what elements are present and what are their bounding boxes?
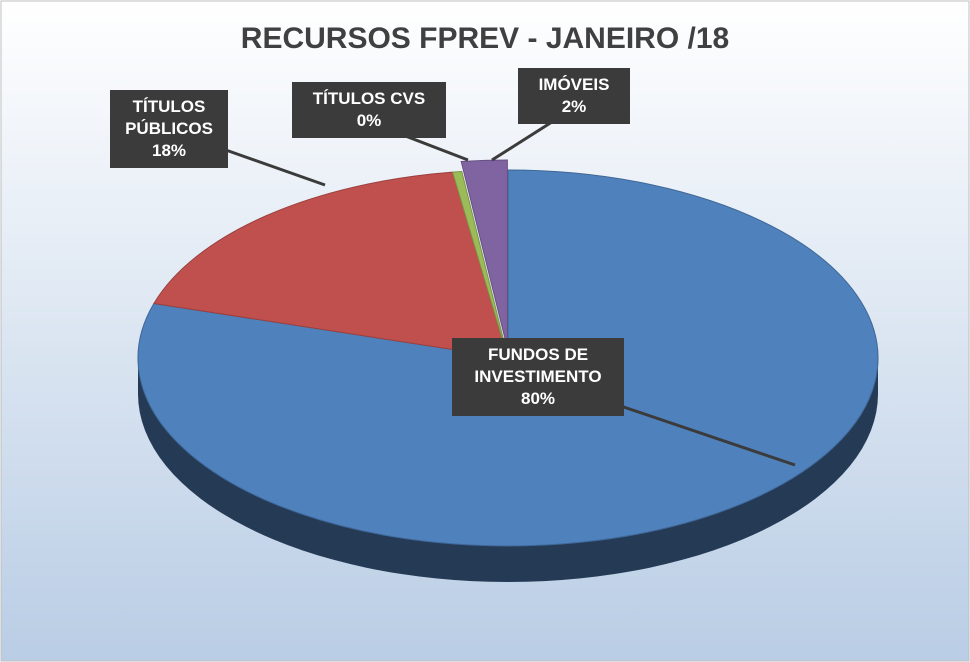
data-label-value: 18% [151, 141, 187, 160]
data-label-name: FUNDOS DE INVESTIMENTO [474, 345, 602, 386]
pie-slice [137, 169, 879, 547]
data-label-value: 0% [356, 111, 382, 130]
data-label-value: 2% [561, 97, 587, 116]
data-label: IMÓVEIS 2% [518, 68, 630, 124]
pie-slice [460, 159, 508, 349]
data-label-name: IMÓVEIS [538, 75, 610, 94]
data-label: TÍTULOS CVS 0% [292, 82, 446, 138]
data-label: FUNDOS DE INVESTIMENTO 80% [452, 338, 624, 416]
pie-slice [451, 170, 509, 359]
data-label-name: TÍTULOS CVS [312, 89, 426, 108]
chart-title: RECURSOS FPREV - JANEIRO /18 [240, 22, 730, 55]
data-label: TÍTULOS PÚBLICOS 18% [110, 90, 228, 168]
data-label-value: 80% [520, 389, 556, 408]
pie-side [138, 358, 878, 582]
data-label-name: TÍTULOS PÚBLICOS [125, 97, 213, 138]
pie-slice [153, 171, 509, 359]
